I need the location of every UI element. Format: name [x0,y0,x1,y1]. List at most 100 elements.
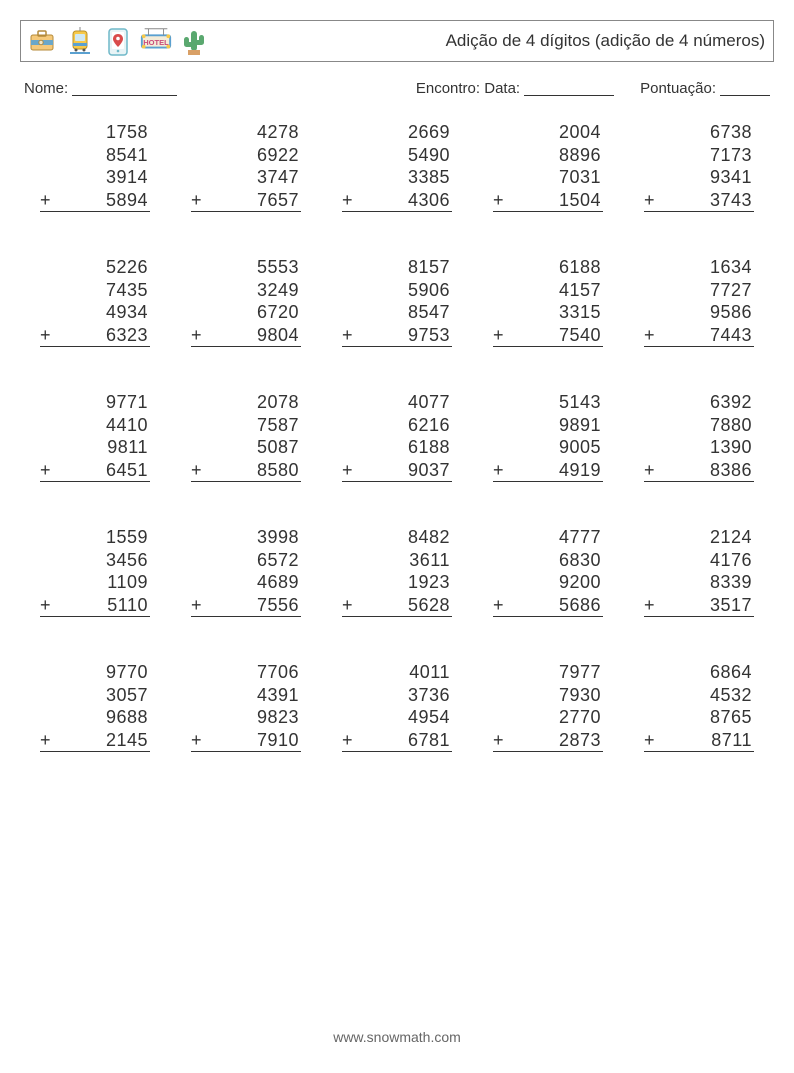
operator: + [191,189,202,212]
operator: + [191,594,202,617]
operator: + [342,729,353,752]
last-addend: +9037 [342,459,452,483]
addend: 7173 [644,144,754,167]
addition-problem: 639278801390+8386 [644,391,754,482]
addend: 4077 [342,391,452,414]
operator: + [644,459,655,482]
addend: 7930 [493,684,603,707]
last-addend: +1504 [493,189,603,213]
last-addend: +5894 [40,189,150,213]
addend: 5226 [40,256,150,279]
addition-problem: 155934561109+5110 [40,526,150,617]
addition-problem: 555332496720+9804 [191,256,301,347]
addend: 8482 [342,526,452,549]
worksheet-title: Adição de 4 dígitos (adição de 4 números… [446,31,765,51]
operator: + [644,324,655,347]
addend: 5087 [191,436,301,459]
addend: 6188 [342,436,452,459]
addition-problem: 427869223747+7657 [191,121,301,212]
addend: 6738 [644,121,754,144]
addend: 9005 [493,436,603,459]
name-label: Nome: [24,80,68,97]
last-addend: +5686 [493,594,603,618]
problems-grid: 175885413914+5894427869223747+7657266954… [40,121,754,752]
addition-problem: 163477279586+7443 [644,256,754,347]
addend: 3747 [191,166,301,189]
cactus-icon [177,24,211,58]
addition-problem: 401137364954+6781 [342,661,452,752]
addition-problem: 477768309200+5686 [493,526,603,617]
addend: 8541 [40,144,150,167]
problem-row: 977030579688+2145770643919823+7910401137… [40,661,754,752]
operator: + [644,594,655,617]
meta-row: Nome: Encontro: Data: Pontuação: [24,80,770,97]
addend-value: 7556 [191,594,299,617]
addend-value: 7443 [644,324,752,347]
addend: 8547 [342,301,452,324]
addend-value: 3743 [644,189,752,212]
last-addend: +3743 [644,189,754,213]
addend: 6216 [342,414,452,437]
addition-problem: 618841573315+7540 [493,256,603,347]
addend: 8765 [644,706,754,729]
last-addend: +6323 [40,324,150,348]
addend: 6830 [493,549,603,572]
addend: 3385 [342,166,452,189]
addend: 3057 [40,684,150,707]
addition-problem: 207875875087+8580 [191,391,301,482]
addend-value: 6781 [342,729,450,752]
addend: 1390 [644,436,754,459]
addend: 5490 [342,144,452,167]
addend-value: 9037 [342,459,450,482]
suitcase-icon [25,24,59,58]
operator: + [493,189,504,212]
addend-value: 7910 [191,729,299,752]
addend: 6188 [493,256,603,279]
name-field: Nome: [24,80,177,97]
addend: 4532 [644,684,754,707]
addition-problem: 522674354934+6323 [40,256,150,347]
last-addend: +4306 [342,189,452,213]
header-icons: HOTEL [25,24,211,58]
score-field: Pontuação: [640,80,770,97]
addend: 7587 [191,414,301,437]
addend: 6864 [644,661,754,684]
addend: 2770 [493,706,603,729]
date-field: Encontro: Data: [416,80,614,97]
addend-value: 5110 [40,594,148,617]
addend: 7977 [493,661,603,684]
operator: + [40,729,51,752]
last-addend: +7657 [191,189,301,213]
addend: 7727 [644,279,754,302]
addend: 2004 [493,121,603,144]
last-addend: +7556 [191,594,301,618]
addend: 6720 [191,301,301,324]
addend-value: 9753 [342,324,450,347]
addend: 9688 [40,706,150,729]
addend-value: 7540 [493,324,601,347]
addend: 5553 [191,256,301,279]
addend: 4689 [191,571,301,594]
operator: + [342,324,353,347]
operator: + [342,189,353,212]
last-addend: +9804 [191,324,301,348]
addend: 4934 [40,301,150,324]
addend: 3736 [342,684,452,707]
operator: + [191,324,202,347]
addition-problem: 212441768339+3517 [644,526,754,617]
addend: 8157 [342,256,452,279]
addend: 2078 [191,391,301,414]
last-addend: +5628 [342,594,452,618]
map-pin-icon [101,24,135,58]
last-addend: +8580 [191,459,301,483]
last-addend: +7540 [493,324,603,348]
addend-value: 8580 [191,459,299,482]
addition-problem: 977144109811+6451 [40,391,150,482]
addend: 8339 [644,571,754,594]
addend: 3998 [191,526,301,549]
last-addend: +6451 [40,459,150,483]
addend: 9770 [40,661,150,684]
addition-problem: 266954903385+4306 [342,121,452,212]
addend: 9823 [191,706,301,729]
addend: 6922 [191,144,301,167]
